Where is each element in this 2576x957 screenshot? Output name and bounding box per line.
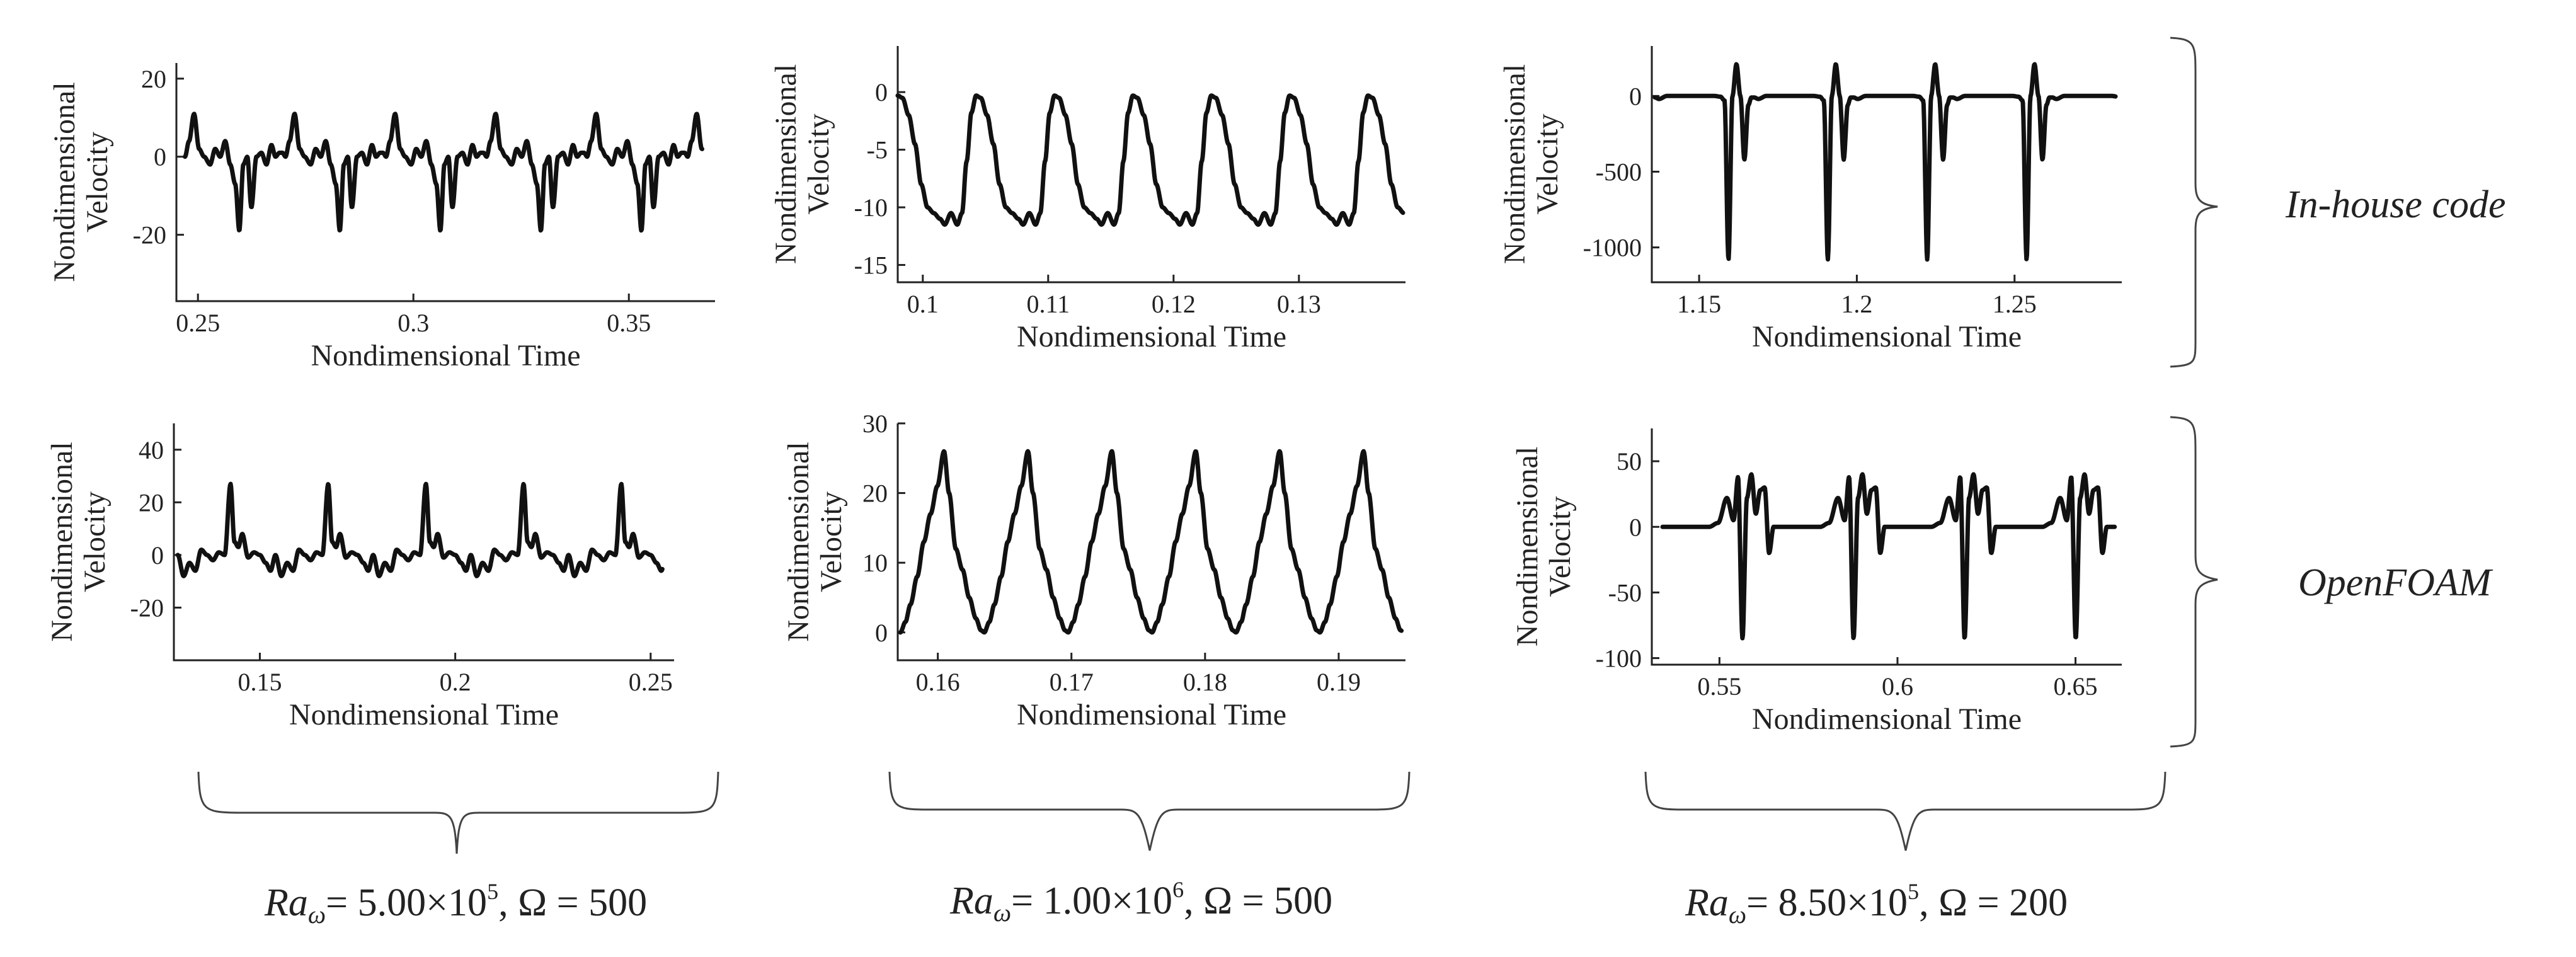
axis-frame	[1651, 46, 2122, 284]
y-tick-label: 0	[875, 619, 888, 647]
x-tick-label: 1.25	[1993, 290, 2037, 318]
x-tick-label: 0.2	[440, 668, 471, 696]
x-tick-label: 0.18	[1183, 668, 1227, 696]
x-tick-label: 0.25	[176, 309, 220, 337]
x-tick-label: 0.17	[1050, 668, 1094, 696]
y-axis-label: NondimensionalVelocity	[1511, 447, 1577, 646]
x-tick-label: 0.35	[607, 309, 651, 337]
axis-frame	[175, 63, 715, 302]
y-axis-label: NondimensionalVelocity	[45, 442, 112, 641]
y-tick-label: -500	[1596, 158, 1642, 186]
y-tick-label: 50	[1617, 447, 1642, 476]
velocity-series-line	[1652, 62, 2118, 262]
velocity-series-line	[183, 112, 704, 233]
x-axis-label: Nondimensional Time	[1752, 320, 2022, 353]
y-tick-label: 40	[139, 436, 164, 464]
x-axis-label: Nondimensional Time	[1017, 320, 1286, 353]
velocity-series-line	[1660, 472, 2117, 641]
column-label-case-3: Raω= 8.50×105, Ω = 200	[1685, 879, 2068, 929]
x-tick-label: 0.6	[1882, 672, 1913, 701]
chart-panel-2: 0.1 0.11 0.12 0.13 -15 -10 -5 0 Nondimensional T…	[769, 46, 1405, 353]
x-axis-label: Nondimensional Time	[289, 698, 559, 731]
annotations: In-house code OpenFOAM Raω= 5.00×105, Ω …	[264, 183, 2505, 929]
brace-case-1	[197, 771, 719, 854]
x-tick-label: 1.15	[1677, 290, 1721, 318]
brace-openfoam	[2170, 416, 2218, 748]
brace-case-2	[888, 771, 1411, 851]
velocity-series-line	[898, 449, 1404, 635]
brace-in-house-code	[2170, 37, 2218, 368]
x-tick-label: 0.13	[1277, 290, 1321, 318]
axis-frame	[896, 423, 1405, 662]
x-tick-label: 0.16	[916, 668, 960, 696]
x-tick-label: 0.25	[629, 668, 673, 696]
chart-panel-3: 1.15 1.2 1.25 -1000 -500 0 Nondimensional Time…	[1498, 46, 2122, 353]
axis-frame	[1651, 428, 2122, 666]
x-tick-label: 0.19	[1317, 668, 1361, 696]
chart-panel-6: 0.55 0.6 0.65 -100 -50 0 50 Nondimensional Time…	[1511, 428, 2122, 736]
x-axis-label: Nondimensional Time	[1017, 698, 1286, 731]
y-tick-label: -15	[854, 251, 888, 280]
y-tick-label: -1000	[1583, 234, 1642, 262]
y-tick-label: -10	[854, 193, 888, 222]
chart-panel-1: 0.25 0.3 0.35 -20 0 20 Nondimensional Time Nond…	[48, 63, 715, 372]
axis-frame	[173, 423, 674, 662]
x-tick-label: 0.3	[398, 309, 429, 337]
x-axis-label: Nondimensional Time	[311, 339, 580, 372]
x-tick-label: 0.12	[1152, 290, 1196, 318]
axis-frame	[896, 46, 1405, 284]
y-axis-label: NondimensionalVelocity	[1498, 64, 1564, 264]
braces	[197, 37, 2218, 854]
row-label-openfoam: OpenFOAM	[2298, 561, 2493, 604]
y-tick-label: 0	[151, 541, 164, 570]
velocity-series-line	[895, 93, 1405, 227]
x-axis-label: Nondimensional Time	[1752, 702, 2022, 736]
x-tick-label: 0.55	[1697, 672, 1741, 701]
y-tick-label: 0	[875, 78, 888, 106]
y-tick-label: -20	[130, 593, 164, 622]
y-tick-label: 0	[1629, 82, 1642, 110]
y-tick-label: 0	[1629, 513, 1642, 541]
x-tick-label: 1.2	[1841, 290, 1872, 318]
x-tick-label: 0.15	[238, 668, 282, 696]
brace-case-3	[1644, 771, 2167, 851]
y-tick-label: 30	[862, 410, 888, 438]
y-tick-label: 20	[141, 65, 166, 93]
y-tick-label: 20	[139, 488, 164, 517]
chart-panel-5: 0.16 0.17 0.18 0.19 0 10 20 30 Nondimensional Ti…	[782, 410, 1405, 731]
y-axis-label: NondimensionalVelocity	[48, 82, 114, 282]
chart-panel-4: 0.15 0.2 0.25 -20 0 20 40 Nondimensional Time No…	[45, 423, 674, 731]
y-tick-label: -100	[1596, 645, 1642, 673]
panels: 0.25 0.3 0.35 -20 0 20 Nondimensional Time Nond…	[45, 46, 2122, 736]
y-tick-label: 20	[862, 479, 888, 508]
y-tick-label: -50	[1608, 578, 1642, 607]
x-tick-label: 0.11	[1027, 290, 1070, 318]
column-label-case-2: Raω= 1.00×106, Ω = 500	[949, 877, 1332, 927]
velocity-series-line	[175, 481, 665, 578]
column-label-case-1: Raω= 5.00×105, Ω = 500	[264, 879, 647, 929]
y-axis-label: NondimensionalVelocity	[782, 442, 848, 641]
y-tick-label: -5	[867, 136, 888, 164]
y-axis-label: NondimensionalVelocity	[769, 64, 835, 264]
y-tick-label: 0	[154, 143, 166, 171]
x-tick-label: 0.65	[2054, 672, 2098, 701]
x-tick-label: 0.1	[907, 290, 939, 318]
y-tick-label: -20	[133, 221, 166, 249]
row-label-in-house-code: In-house code	[2285, 183, 2505, 226]
y-tick-label: 10	[862, 549, 888, 577]
